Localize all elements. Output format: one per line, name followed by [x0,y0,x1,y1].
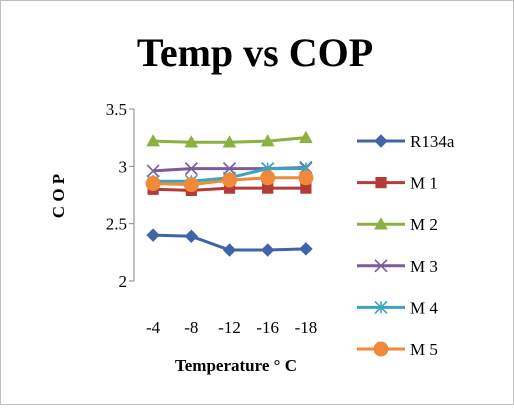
legend-item: M 4 [357,298,438,317]
data-point [183,177,199,193]
data-point [184,162,198,176]
data-point [146,228,160,242]
legend-label: M 2 [410,215,438,234]
legend-item: M 2 [357,215,438,234]
data-point [260,243,275,257]
series-layer [145,130,314,257]
y-axis-label: C O P [49,174,68,218]
legend-label: R134a [410,132,455,151]
data-point [260,170,276,186]
data-point [299,242,313,256]
legend: R134a M 1 M 2 M 3 M 4 M 5 [357,132,455,359]
x-tick-label: -16 [256,318,279,337]
legend-item: M 5 [357,340,438,359]
data-point [222,243,237,257]
legend-item: M 3 [357,257,438,276]
data-point [145,176,161,192]
data-point [146,164,160,178]
data-point [260,134,275,147]
legend-marker [375,177,387,189]
data-point [222,135,237,148]
legend-label: M 3 [410,257,438,276]
data-point [184,135,199,148]
x-tick-label: -8 [184,318,198,337]
legend-marker [373,341,389,357]
x-tick-label: -4 [146,318,161,337]
data-point [146,134,160,147]
y-tick-label: 2.5 [106,215,127,234]
legend-label: M 4 [410,298,438,317]
x-tick-label: -18 [295,318,318,337]
legend-marker [374,217,388,230]
series-m5 [145,170,314,193]
x-axis-label: Temperature ° C [175,356,297,375]
y-tick-label: 3.5 [106,100,127,119]
x-axis-ticks: -4 -8 -12 -16 -18 [146,318,317,337]
legend-item: M 1 [357,174,438,193]
data-point [184,229,199,243]
legend-label: M 5 [410,340,438,359]
legend-marker [374,300,388,314]
data-point [298,170,314,186]
data-point [299,130,313,143]
data-point [222,172,237,188]
y-tick-label: 2 [119,272,128,291]
legend-label: M 1 [410,174,438,193]
y-tick-label: 3 [119,157,128,176]
legend-marker [374,134,388,148]
data-point [222,162,237,176]
y-axis-ticks: 3.5 3 2.5 2 [106,100,134,291]
legend-item: R134a [357,132,455,151]
x-tick-label: -12 [218,318,241,337]
chart-title: Temp vs COP [137,30,373,75]
legend-marker [374,259,388,273]
series-m2 [146,130,313,148]
series-r134a [146,228,313,257]
